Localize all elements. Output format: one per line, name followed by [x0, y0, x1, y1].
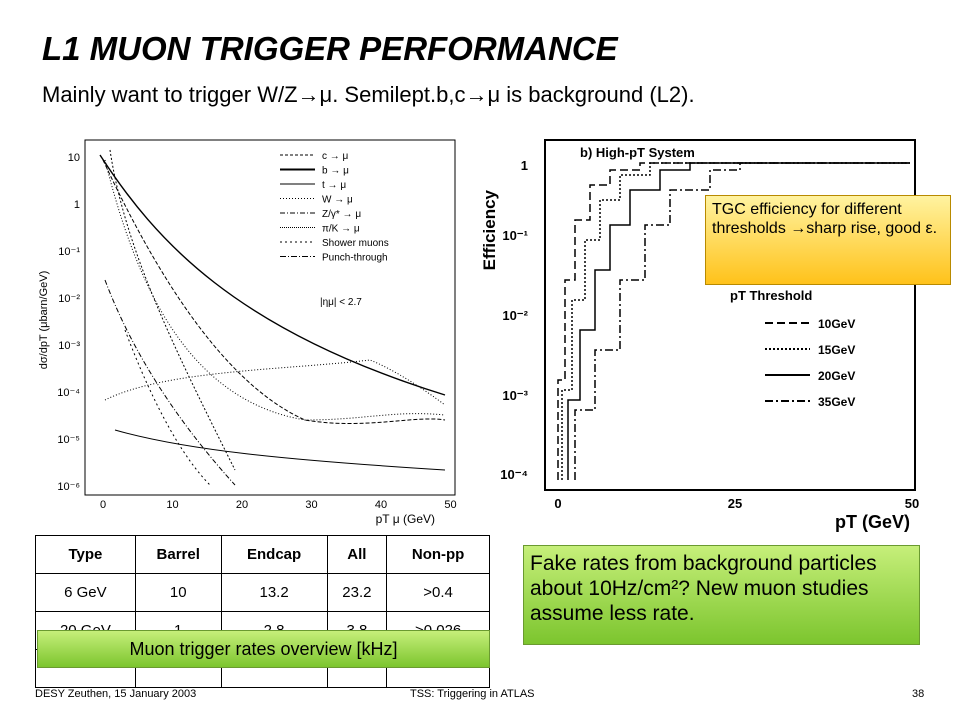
header-cell: Endcap — [220, 535, 328, 574]
footer-right: 38 — [912, 688, 925, 700]
x-tick-label: 25 — [728, 496, 742, 511]
title: L1 MUON TRIGGER PERFORMANCE — [42, 30, 618, 67]
y-tick-label: 10⁻⁶ — [57, 481, 80, 493]
x-tick-label: 20 — [236, 499, 248, 511]
y-tick-label: 10⁻¹ — [502, 228, 528, 243]
x-tick-label: 50 — [444, 499, 456, 511]
y-tick-label: 10⁻¹ — [58, 246, 80, 258]
callout: TGC efficiency for different thresholds … — [705, 195, 951, 285]
legend-label: Z/γ* → μ — [322, 209, 361, 220]
header-cell: Non-pp — [386, 535, 490, 574]
y-tick-label: 10⁻³ — [502, 388, 528, 403]
table-caption: Muon trigger rates overview [kHz] — [37, 630, 490, 668]
y-tick-label: 10⁻⁵ — [57, 434, 80, 446]
x-tick-label: 10 — [166, 499, 178, 511]
curves — [557, 162, 910, 480]
y-tick-label: 1 — [521, 158, 528, 173]
footer-center: TSS: Triggering in ATLAS — [410, 688, 535, 700]
note: Fake rates from background particles abo… — [523, 545, 920, 645]
x-tick-label: 0 — [100, 499, 106, 511]
legend-label: b → μ — [322, 166, 349, 177]
y-tick-label: 1 — [74, 199, 80, 211]
footer-left: DESY Zeuthen, 15 January 2003 — [35, 688, 197, 700]
frame — [84, 139, 456, 496]
x-tick-label: 0 — [554, 496, 561, 511]
x-tick-label: 30 — [305, 499, 317, 511]
legend-label: t → μ — [322, 180, 346, 191]
legend-label: π/K → μ — [322, 224, 360, 235]
x-label: pT μ (GeV) — [376, 512, 435, 526]
legend-label: 35GeV — [818, 395, 855, 409]
legend-title: pT Threshold — [730, 288, 812, 303]
panel-title: b) High-pT System — [580, 145, 695, 160]
legend-label: 10GeV — [818, 317, 855, 331]
header-cell: Type — [35, 535, 136, 574]
header-cell: Barrel — [134, 535, 222, 574]
y-tick-label: 10⁻⁴ — [57, 387, 80, 399]
legend-label: Punch-through — [322, 253, 388, 264]
x-label: pT (GeV) — [835, 512, 910, 532]
subtitle: Mainly want to trigger W/Z→μ. Semilept.b… — [42, 82, 695, 107]
curves — [99, 149, 446, 486]
y-tick-label: 10⁻² — [502, 308, 528, 323]
y-tick-label: 10⁻² — [58, 293, 80, 305]
y-label: Efficiency — [480, 189, 499, 270]
cell: 13.2 — [220, 573, 328, 612]
y-label: dσ/dpT (μbarn/GeV) — [38, 271, 50, 370]
y-tick-label: 10⁻³ — [58, 340, 80, 352]
x-tick-label: 50 — [905, 496, 919, 511]
header-cell: All — [326, 535, 388, 574]
legend-label: 15GeV — [818, 343, 855, 357]
legend-label: 20GeV — [818, 369, 855, 383]
cell: 10 — [134, 573, 222, 612]
legend-label: c → μ — [322, 151, 349, 162]
cell: >0.4 — [386, 573, 490, 612]
legend-label: Shower muons — [322, 238, 389, 249]
annotation: |ημ| < 2.7 — [320, 297, 362, 308]
right-plot: b) High-pT System Efficiency 1 10⁻¹ 10⁻² 10… — [480, 139, 919, 532]
x-tick-label: 40 — [375, 499, 387, 511]
cell: 6 GeV — [35, 573, 136, 612]
cell: 23.2 — [326, 573, 388, 612]
y-tick-label: 10 — [68, 152, 80, 164]
y-tick-label: 10⁻⁴ — [500, 467, 528, 482]
frame — [544, 139, 916, 491]
legend-label: W → μ — [322, 195, 353, 206]
